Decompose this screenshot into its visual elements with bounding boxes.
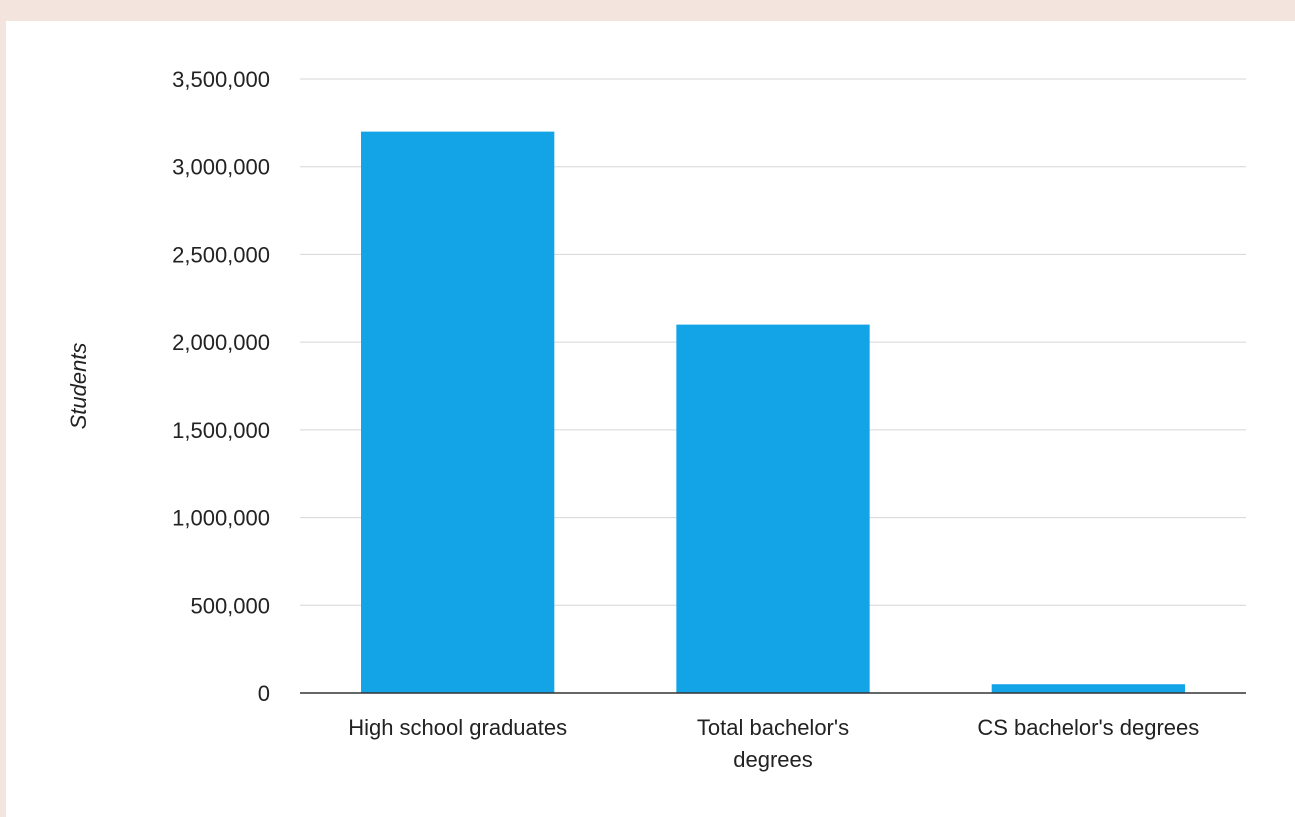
bar xyxy=(676,324,870,693)
y-tick-label: 0 xyxy=(258,681,270,706)
x-category-label-line: High school graduates xyxy=(348,715,567,740)
x-category-label-line: CS bachelor's degrees xyxy=(977,715,1199,740)
x-category-label: Total bachelor's degrees xyxy=(697,715,849,772)
x-axis-category-labels: High school graduates Total bachelor's deg… xyxy=(348,715,1199,772)
y-tick-label: 500,000 xyxy=(190,593,270,618)
x-category-label-line: Total bachelor's xyxy=(697,715,849,740)
y-tick-label: 3,500,000 xyxy=(172,67,270,92)
y-tick-label: 2,000,000 xyxy=(172,330,270,355)
y-tick-label: 1,000,000 xyxy=(172,506,270,531)
bar xyxy=(361,131,555,694)
y-axis-tick-labels: 0 500,000 1,000,000 1,500,000 2,000,000 2,500… xyxy=(172,67,270,706)
y-axis-label: Students xyxy=(66,343,91,430)
x-category-label-line: degrees xyxy=(733,747,813,772)
bar xyxy=(991,684,1185,693)
y-tick-label: 1,500,000 xyxy=(172,418,270,443)
x-category-label: High school graduates xyxy=(348,715,567,740)
chart-card: 0 500,000 1,000,000 1,500,000 2,000,000 2,500… xyxy=(6,21,1295,817)
y-tick-label: 3,000,000 xyxy=(172,155,270,180)
bars xyxy=(361,131,1185,694)
y-tick-label: 2,500,000 xyxy=(172,242,270,267)
bar-chart: 0 500,000 1,000,000 1,500,000 2,000,000 2,500… xyxy=(66,67,1246,772)
x-category-label: CS bachelor's degrees xyxy=(977,715,1199,740)
